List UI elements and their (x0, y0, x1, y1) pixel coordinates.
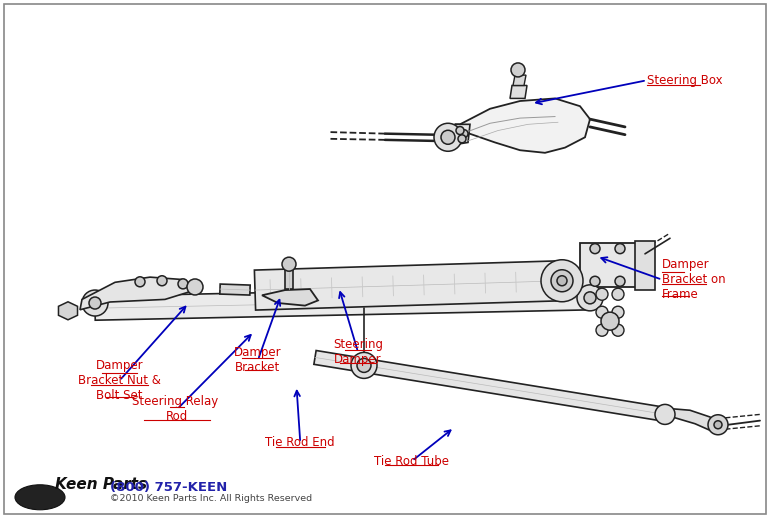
Polygon shape (635, 241, 655, 290)
Circle shape (557, 276, 567, 286)
Polygon shape (314, 351, 666, 421)
Circle shape (615, 276, 625, 286)
Text: Steering
Damper: Steering Damper (333, 338, 383, 366)
Text: Damper
Bracket on
Frame: Damper Bracket on Frame (662, 258, 726, 301)
Text: Damper
Bracket Nut &
Bolt Set: Damper Bracket Nut & Bolt Set (78, 359, 161, 402)
Polygon shape (510, 85, 527, 98)
Circle shape (551, 270, 573, 292)
Circle shape (714, 421, 722, 429)
Circle shape (441, 130, 455, 145)
Circle shape (541, 260, 583, 302)
Circle shape (434, 123, 462, 151)
Text: Steering Box: Steering Box (647, 74, 722, 87)
Polygon shape (445, 124, 470, 145)
Polygon shape (455, 98, 590, 153)
Circle shape (351, 352, 377, 378)
Circle shape (157, 276, 167, 286)
Polygon shape (262, 289, 318, 306)
Ellipse shape (15, 485, 65, 510)
Polygon shape (80, 277, 195, 310)
Circle shape (357, 358, 371, 372)
Polygon shape (285, 267, 293, 289)
Circle shape (584, 292, 596, 304)
Circle shape (615, 243, 625, 254)
Polygon shape (254, 261, 563, 310)
Circle shape (187, 279, 203, 295)
Polygon shape (660, 408, 720, 433)
Circle shape (601, 312, 619, 330)
Text: Damper
Bracket: Damper Bracket (234, 346, 282, 374)
Polygon shape (59, 302, 78, 320)
Circle shape (708, 415, 728, 435)
Circle shape (596, 324, 608, 336)
Polygon shape (513, 75, 526, 85)
Circle shape (612, 324, 624, 336)
Text: ©2010 Keen Parts Inc. All Rights Reserved: ©2010 Keen Parts Inc. All Rights Reserve… (110, 494, 312, 503)
Circle shape (178, 279, 188, 289)
Text: Steering Relay 
Rod: Steering Relay Rod (132, 395, 222, 423)
Circle shape (135, 277, 145, 287)
Polygon shape (219, 284, 250, 295)
Circle shape (596, 288, 608, 300)
Circle shape (612, 306, 624, 318)
Polygon shape (580, 243, 640, 287)
Circle shape (282, 257, 296, 271)
Text: Keen Parts: Keen Parts (55, 477, 147, 492)
Circle shape (590, 243, 600, 254)
Circle shape (511, 63, 525, 77)
Text: (800) 757-KEEN: (800) 757-KEEN (110, 481, 227, 495)
Circle shape (577, 285, 603, 311)
Circle shape (612, 288, 624, 300)
Text: Tie Rod Tube: Tie Rod Tube (374, 454, 450, 468)
Text: Tie Rod End: Tie Rod End (266, 436, 335, 450)
Circle shape (456, 126, 464, 135)
Circle shape (82, 290, 108, 316)
Polygon shape (95, 286, 591, 320)
Circle shape (458, 135, 466, 143)
Circle shape (596, 306, 608, 318)
Circle shape (89, 297, 101, 309)
Circle shape (655, 405, 675, 424)
Circle shape (460, 130, 468, 138)
Circle shape (590, 276, 600, 286)
